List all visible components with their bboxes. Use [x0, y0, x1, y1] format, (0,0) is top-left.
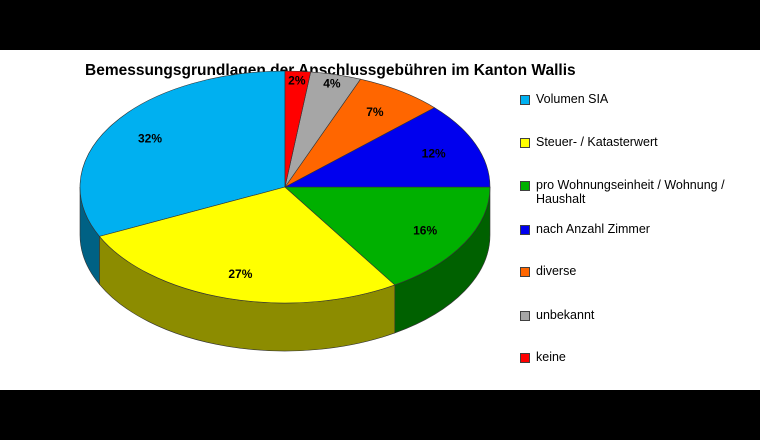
chart-title: Bemessungsgrundlagen der Anschlussgebühr…	[85, 62, 576, 79]
legend-label: pro Wohnungseinheit / Wohnung / Haushalt	[536, 178, 725, 206]
pie-slice-label: 32%	[138, 132, 162, 146]
pie-tops	[79, 70, 491, 304]
legend-swatch	[520, 95, 530, 105]
legend-item: pro Wohnungseinheit / Wohnung / Haushalt	[520, 178, 755, 206]
legend-item: unbekannt	[520, 308, 755, 322]
legend-swatch	[520, 181, 530, 191]
legend-label: Volumen SIA	[536, 92, 609, 106]
pie-slice	[98, 186, 396, 304]
legend-label: keine	[536, 350, 566, 364]
pie-slice-label: 7%	[366, 105, 384, 119]
pie-slice	[284, 70, 312, 188]
pie-chart: 32% 27% 16% 12% 7% 4% 2%	[79, 70, 491, 352]
pie-slice-label: 4%	[323, 77, 341, 91]
legend-item: nach Anzahl Zimmer	[520, 222, 755, 236]
legend-label: unbekannt	[536, 308, 595, 322]
pie-slice	[79, 70, 286, 237]
chart-legend: Volumen SIA Steuer- / Katasterwert pro Woh…	[520, 0, 760, 440]
pie-slice-label: 27%	[228, 267, 252, 281]
pie-labels: 32% 27% 16% 12% 7% 4% 2%	[138, 73, 446, 280]
legend-label: diverse	[536, 264, 577, 278]
legend-swatch	[520, 267, 530, 277]
legend-swatch	[520, 225, 530, 235]
legend-label: nach Anzahl Zimmer	[536, 222, 650, 236]
legend-item: keine	[520, 350, 755, 364]
legend-swatch	[520, 138, 530, 148]
pie-slice	[284, 107, 491, 188]
pie-slice	[284, 186, 491, 286]
legend-swatch	[520, 311, 530, 321]
legend-swatch	[520, 353, 530, 363]
legend-item: Steuer- / Katasterwert	[520, 135, 755, 149]
legend-item: diverse	[520, 264, 755, 278]
legend-label: Steuer- / Katasterwert	[536, 135, 658, 149]
pie-slice-label: 2%	[288, 73, 306, 87]
pie-slice-label: 12%	[422, 147, 446, 161]
pie-slice-label: 16%	[413, 224, 437, 238]
legend-item: Volumen SIA	[520, 92, 755, 106]
